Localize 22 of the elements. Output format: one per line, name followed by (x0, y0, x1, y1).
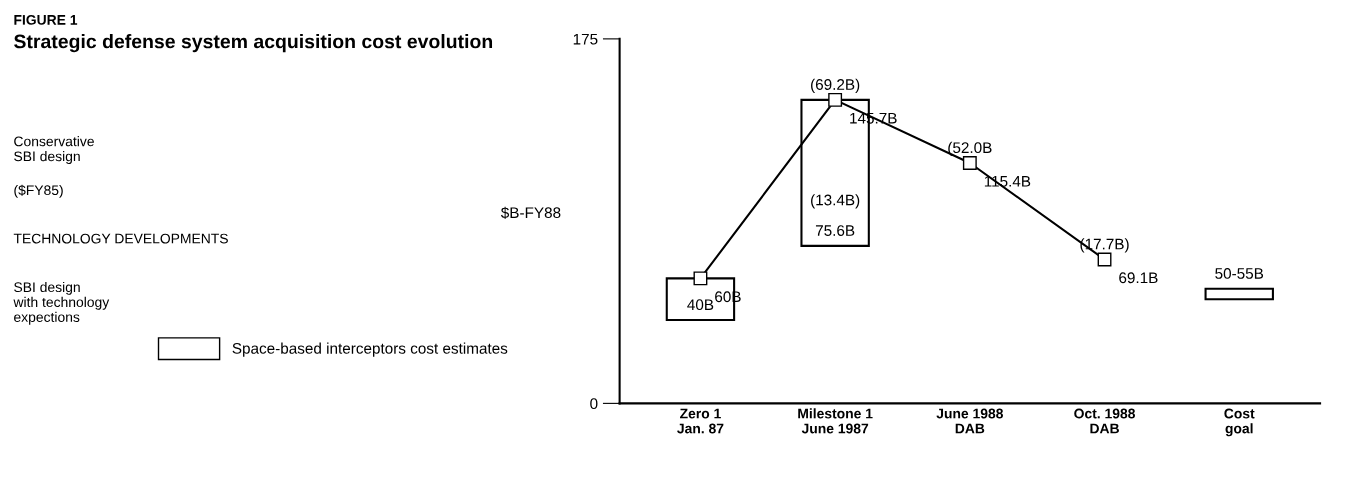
annotation: (69.2B) (811, 78, 860, 93)
annotation: 75.6B (815, 225, 855, 236)
legend-label: Space-based interceptors cost estimates (232, 342, 508, 357)
text: Strategic defense system acquisition cost evolution (14, 34, 493, 53)
data-label: 69.1B (1119, 272, 1158, 284)
text: TECHNOLOGY DEVELOPMENTS (13, 233, 228, 244)
y-tick-label: 0 (590, 398, 598, 410)
text: FIGURE 1 (14, 14, 78, 25)
x-tick-label: June 1988 DAB (936, 408, 1003, 434)
y-axis-title: $B-FY88 (500, 206, 561, 220)
y-tick-label: 175 (573, 33, 598, 45)
annotation: 40B (687, 299, 714, 311)
annotation: 50-55B (1215, 268, 1264, 279)
text: Conservative SBI design (14, 136, 94, 164)
text: ($FY85) (14, 184, 63, 198)
x-tick-label: Zero 1 Jan. 87 (677, 408, 724, 434)
annotation: (13.4B) (811, 194, 860, 209)
text: SBI design with technology expections (13, 281, 110, 325)
x-tick-label: Cost goal (1224, 408, 1255, 437)
x-tick-label: Milestone 1 June 1987 (798, 408, 873, 434)
annotation: (52.0B (948, 141, 992, 157)
x-tick-label: Oct. 1988 DAB (1074, 408, 1135, 434)
